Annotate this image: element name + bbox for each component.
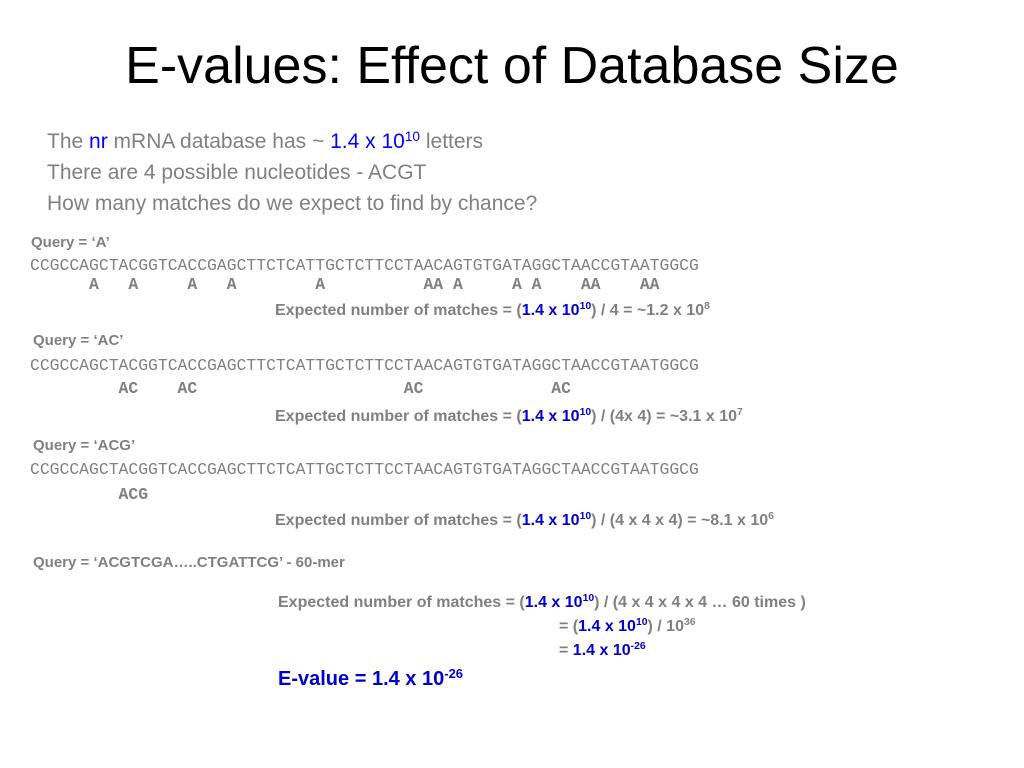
- expected-matches-step: = (1.4 x 1010) / 1036: [559, 617, 696, 635]
- match-markers: AC AC AC AC: [30, 379, 571, 398]
- nr-term: nr: [89, 130, 108, 153]
- bullet-text: letters: [420, 130, 484, 153]
- expected-matches-result: = 1.4 x 10-26: [559, 641, 646, 659]
- query-label: Query = ‘ACG’: [33, 437, 136, 454]
- sequence: CCGCCAGCTACGGTCACCGAGCTTCTCATTGCTCTTCCTA…: [30, 356, 699, 375]
- bullet-question: How many matches do we expect to find by…: [47, 192, 538, 215]
- query-label: Query = ‘A’: [31, 234, 110, 251]
- intro-bullets: The nr mRNA database has ~ 1.4 x 1010 le…: [47, 126, 537, 219]
- expected-matches: Expected number of matches = (1.4 x 1010…: [275, 511, 774, 529]
- sequence: CCGCCAGCTACGGTCACCGAGCTTCTCATTGCTCTTCCTA…: [30, 256, 699, 275]
- query-label: Query = ‘ACGTCGA…..CTGATTCG’ - 60-mer: [33, 554, 345, 571]
- page-title: E-values: Effect of Database Size: [125, 37, 899, 95]
- expected-matches: Expected number of matches = (1.4 x 1010…: [278, 593, 806, 611]
- expected-matches: Expected number of matches = (1.4 x 1010…: [275, 407, 743, 425]
- bullet-database-size: The nr mRNA database has ~ 1.4 x 1010 le…: [47, 126, 537, 157]
- match-markers: A A A A A AA A A A AA AA: [30, 275, 660, 294]
- evalue-result: E-value = 1.4 x 10-26: [278, 665, 464, 690]
- match-markers: ACG: [30, 485, 149, 504]
- bullet-text: mRNA database has ~: [107, 130, 331, 153]
- bullet-text: The: [47, 130, 90, 153]
- expected-matches: Expected number of matches = (1.4 x 1010…: [275, 301, 710, 319]
- query-label: Query = ‘AC’: [33, 332, 124, 349]
- database-size-value: 1.4 x 1010: [330, 128, 421, 153]
- sequence: CCGCCAGCTACGGTCACCGAGCTTCTCATTGCTCTTCCTA…: [30, 460, 699, 479]
- bullet-nucleotides: There are 4 possible nucleotides - ACGT: [47, 161, 427, 184]
